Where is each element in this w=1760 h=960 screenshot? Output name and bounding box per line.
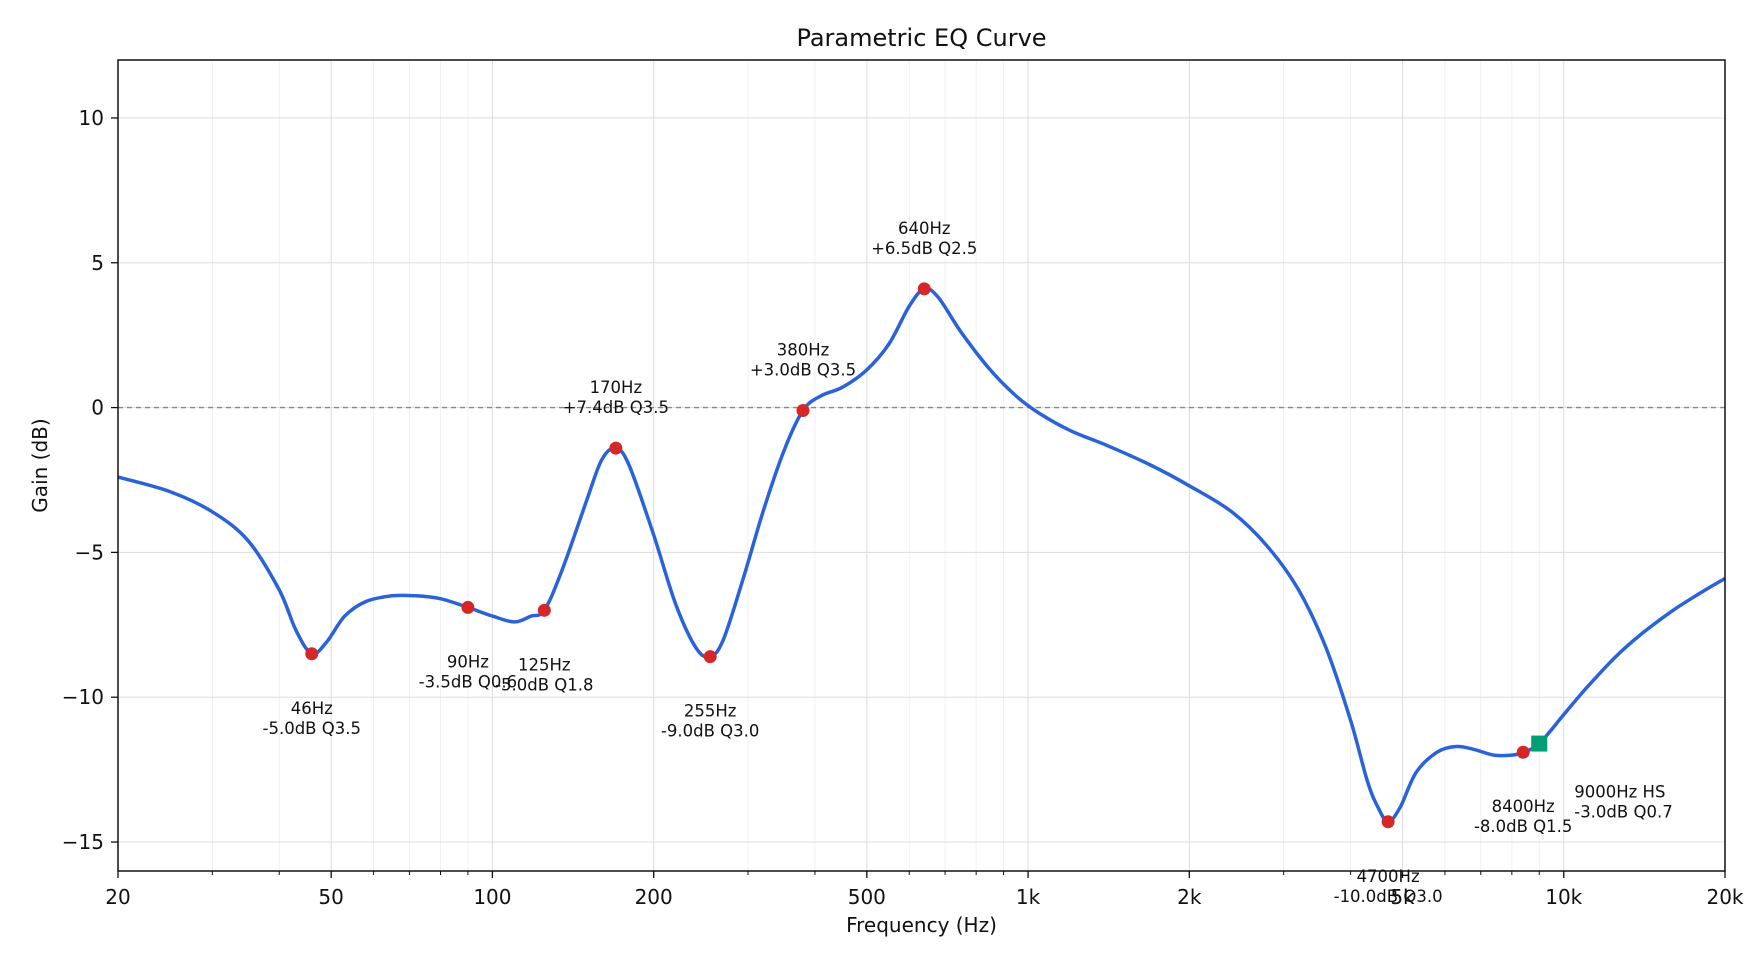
band-label-frequency: 170Hz	[590, 378, 643, 397]
band-label-frequency: 380Hz	[777, 340, 830, 359]
x-tick-label: 100	[473, 885, 511, 909]
band-label-frequency: 4700Hz	[1357, 867, 1420, 886]
y-tick-label: 0	[91, 396, 104, 420]
y-tick-label: −5	[75, 540, 104, 564]
major-grid	[117, 60, 1726, 871]
x-axis-title: Frequency (Hz)	[846, 913, 997, 937]
band-label-params: -3.0dB Q0.7	[1574, 803, 1672, 822]
minor-grid	[117, 60, 1726, 871]
y-tick-label: 10	[79, 106, 104, 130]
x-tick-label: 1k	[1016, 885, 1041, 909]
band-label-params: -5.0dB Q1.8	[495, 675, 593, 694]
shelf-band-marker	[1531, 735, 1548, 752]
x-tick-label: 20k	[1706, 885, 1743, 909]
x-axis-ticks: 20 50 100 200 500 1k 2k 5k 10k 20k	[105, 871, 1744, 909]
band-annotations: 46Hz-5.0dB Q3.5 90Hz-3.5dB Q0.6125Hz-5.0d…	[263, 219, 1673, 906]
band-label-frequency: 8400Hz	[1492, 797, 1555, 816]
x-tick-label: 50	[318, 885, 343, 909]
band-label-params: +6.5dB Q2.5	[871, 239, 977, 258]
peak-band-marker	[537, 603, 551, 617]
band-label-params: -3.5dB Q0.6	[419, 672, 517, 691]
band-label-frequency: 640Hz	[898, 219, 951, 238]
plot-frame	[117, 59, 1726, 872]
x-tick-label: 2k	[1177, 885, 1202, 909]
x-tick-label: 5k	[1390, 885, 1415, 909]
y-tick-label: 5	[91, 251, 104, 275]
peak-band-marker	[1516, 745, 1530, 759]
band-label-params: -5.0dB Q3.5	[263, 719, 361, 738]
band-label-frequency: 9000Hz HS	[1574, 783, 1665, 802]
band-label-params: -10.0dB Q3.0	[1334, 887, 1443, 906]
x-tick-label: 10k	[1545, 885, 1582, 909]
band-label-params: +7.4dB Q3.5	[563, 398, 669, 417]
peak-band-marker	[1381, 815, 1395, 829]
y-axis-title: Gain (dB)	[28, 418, 52, 512]
x-tick-label: 200	[635, 885, 673, 909]
band-label-frequency: 255Hz	[684, 702, 737, 721]
eq-response-curve	[117, 286, 1726, 824]
band-label-params: +3.0dB Q3.5	[750, 360, 856, 379]
x-tick-label: 20	[105, 885, 130, 909]
y-axis-ticks: 10 5 0 −5 −10 −15	[62, 106, 118, 854]
y-tick-label: −10	[62, 685, 104, 709]
band-label-frequency: 90Hz	[447, 652, 489, 671]
peak-band-marker	[796, 403, 810, 417]
peak-band-marker	[703, 650, 717, 664]
peak-band-marker	[305, 647, 319, 661]
band-label-frequency: 125Hz	[518, 655, 571, 674]
x-tick-label: 500	[848, 885, 886, 909]
peak-band-marker	[461, 600, 475, 614]
band-label-params: -9.0dB Q3.0	[661, 722, 759, 741]
chart-title: Parametric EQ Curve	[796, 24, 1046, 52]
peak-band-marker	[917, 282, 931, 296]
band-label-params: -8.0dB Q1.5	[1474, 817, 1572, 836]
band-markers	[305, 282, 1548, 829]
y-tick-label: −15	[62, 830, 104, 854]
band-label-frequency: 46Hz	[291, 699, 333, 718]
peak-band-marker	[609, 441, 623, 455]
